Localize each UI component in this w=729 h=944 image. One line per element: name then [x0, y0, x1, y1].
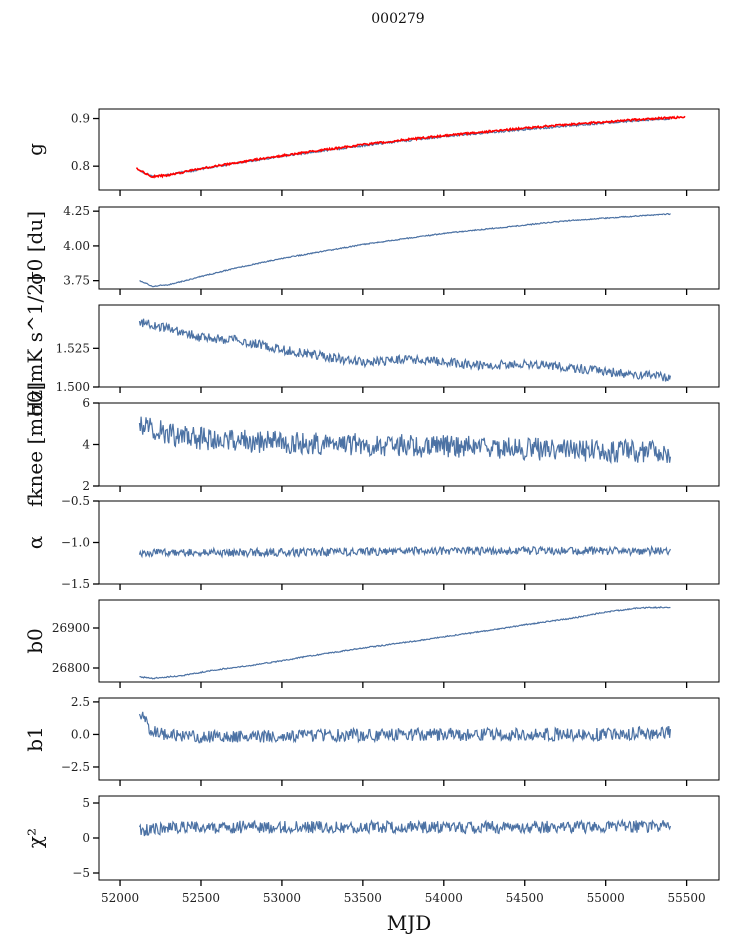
- figure-suptitle: 000279: [371, 11, 424, 27]
- y-tick-label-2-1: 3.75: [63, 274, 90, 288]
- axes-frame-6: [98, 599, 720, 683]
- y-axis-label-2: σ0 [du]: [23, 211, 47, 285]
- y-tick-label-5-2: −1.0: [61, 536, 90, 550]
- y-tick-label-5-1: −1.5: [61, 577, 90, 591]
- series-line-7-1: [138, 711, 672, 744]
- axes-frame-8: [98, 795, 720, 881]
- y-tick-label-3-1: 1.500: [56, 380, 90, 394]
- series-line-1-1: [139, 116, 671, 178]
- x-tick-label-1: 52000: [101, 891, 139, 905]
- x-axis-label: MJD: [387, 911, 432, 935]
- y-tick-label-7-1: −2.5: [61, 760, 90, 774]
- panel-5: −1.5 −1.0 −0.5 α: [23, 494, 720, 591]
- panel-8: −5 0 5 χ²: [23, 795, 720, 886]
- x-tick-label-5: 54000: [425, 891, 463, 905]
- y-tick-label-6-1: 26800: [52, 661, 90, 675]
- y-axis-label-8: χ²: [23, 828, 47, 848]
- axes-frame-7: [98, 697, 720, 781]
- panel-7: −2.5 0.0 2.5 b1: [23, 695, 720, 786]
- axes-frame-2: [98, 206, 720, 290]
- x-tick-label-3: 53000: [263, 891, 301, 905]
- y-tick-label-3-2: 1.525: [56, 341, 90, 355]
- panel-3: 1.500 1.525 σ0[mK s^1/2]: [23, 275, 720, 417]
- y-tick-label-4-2: 4: [82, 438, 90, 452]
- y-tick-label-6-2: 26900: [52, 621, 90, 635]
- y-tick-label-2-3: 4.25: [63, 204, 90, 218]
- y-tick-label-4-3: 6: [82, 396, 90, 410]
- y-tick-label-4-1: 2: [82, 479, 90, 493]
- panel-2: 3.75 4.00 4.25 σ0 [du]: [23, 204, 720, 295]
- y-axis-label-4: fknee [mHz]: [23, 382, 47, 507]
- y-tick-label-8-2: 0: [82, 831, 90, 845]
- panels: 0.8 0.9 g 3.75 4.00 4.25 σ0 [du] 1.500 1.525 σ0[m…: [23, 108, 720, 905]
- axes-frame-3: [98, 304, 720, 388]
- x-tick-label-4: 53500: [344, 891, 382, 905]
- y-tick-label-8-3: 5: [82, 796, 90, 810]
- series-line-1-2: [136, 115, 686, 179]
- series-line-5-1: [138, 544, 671, 559]
- panel-6: 26800 26900 b0: [23, 599, 720, 688]
- y-axis-label-6: b0: [23, 628, 47, 654]
- axes-frame-1: [98, 108, 720, 191]
- series-line-4-1: [138, 416, 672, 465]
- x-tick-label-7: 55000: [587, 891, 625, 905]
- y-tick-label-1-1: 0.8: [71, 159, 90, 173]
- x-tick-label-6: 54500: [506, 891, 544, 905]
- y-tick-label-1-2: 0.9: [71, 112, 90, 126]
- y-tick-label-7-2: 0.0: [71, 727, 90, 741]
- series-line-2-1: [139, 212, 671, 288]
- y-axis-label-5: α: [23, 536, 47, 550]
- series-line-8-1: [138, 818, 672, 837]
- axes-frame-5: [98, 500, 720, 585]
- x-tick-label-2: 52500: [182, 891, 220, 905]
- panel-1: 0.8 0.9 g: [23, 108, 720, 196]
- y-axis-label-7: b1: [23, 726, 47, 752]
- y-tick-label-7-3: 2.5: [71, 695, 90, 709]
- y-tick-label-5-3: −0.5: [61, 494, 90, 508]
- y-tick-label-2-2: 4.00: [63, 239, 90, 253]
- y-tick-label-8-1: −5: [72, 866, 90, 880]
- y-axis-label-3: σ0[mK s^1/2]: [23, 275, 47, 416]
- panel-4: 2 4 6 fknee [mHz]: [23, 382, 720, 507]
- series-line-6-1: [139, 606, 671, 680]
- x-tick-label-8: 55500: [668, 891, 706, 905]
- series-line-3-1: [138, 318, 672, 382]
- y-axis-label-1: g: [23, 143, 47, 156]
